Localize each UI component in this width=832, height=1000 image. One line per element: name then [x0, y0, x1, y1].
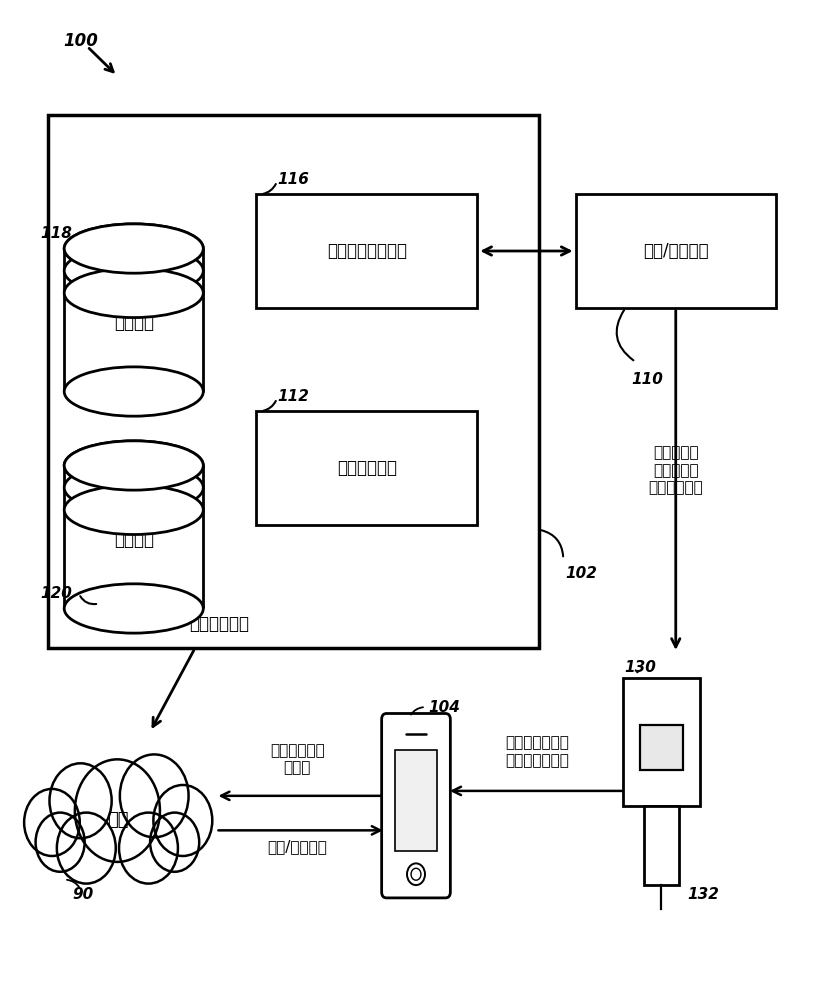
Ellipse shape [64, 463, 203, 512]
Text: 产品信息编码引擎: 产品信息编码引擎 [327, 242, 407, 260]
Text: 批次数
据存储器: 批次数 据存储器 [114, 293, 154, 332]
Circle shape [407, 863, 425, 885]
Ellipse shape [64, 224, 203, 273]
Text: 90: 90 [72, 887, 94, 902]
Circle shape [411, 868, 421, 880]
Bar [256, 411, 478, 525]
Bar [256, 194, 478, 308]
Bar [48, 115, 538, 648]
Bar [644, 806, 679, 885]
Text: 制造/标记系统: 制造/标记系统 [643, 242, 709, 260]
Text: 118: 118 [41, 226, 72, 241]
Text: 产品信息；图
像数据: 产品信息；图 像数据 [270, 743, 324, 776]
Ellipse shape [64, 441, 203, 490]
Circle shape [120, 754, 189, 837]
Text: 112: 112 [277, 389, 309, 404]
Text: 110: 110 [631, 372, 664, 387]
Bar [64, 465, 203, 608]
Ellipse shape [64, 224, 203, 273]
Circle shape [24, 789, 80, 856]
FancyBboxPatch shape [382, 713, 450, 898]
Ellipse shape [64, 246, 203, 295]
Circle shape [150, 813, 199, 872]
Circle shape [75, 759, 160, 862]
Bar [576, 194, 776, 308]
Text: 120: 120 [41, 586, 72, 601]
Ellipse shape [64, 268, 203, 318]
Circle shape [153, 785, 212, 856]
Text: 产品数
据存储器: 产品数 据存储器 [114, 510, 154, 549]
Circle shape [57, 813, 116, 884]
Bar [64, 249, 203, 392]
Text: 130: 130 [625, 660, 656, 675]
Circle shape [49, 763, 111, 838]
Text: 104: 104 [428, 700, 460, 715]
Ellipse shape [64, 584, 203, 633]
Text: 102: 102 [565, 566, 597, 581]
Bar [395, 750, 437, 851]
Circle shape [36, 813, 85, 872]
Text: 网络: 网络 [106, 811, 128, 829]
Text: 对具有产品
信息的产品
标签进行编码: 对具有产品 信息的产品 标签进行编码 [648, 446, 703, 495]
Text: 响应/产品推荐: 响应/产品推荐 [267, 840, 327, 855]
Bar [622, 678, 701, 806]
Text: 132: 132 [687, 887, 720, 902]
Text: 产品信息；颜色
校准；产品图像: 产品信息；颜色 校准；产品图像 [505, 735, 569, 768]
Text: 116: 116 [277, 172, 309, 187]
Ellipse shape [64, 367, 203, 416]
Ellipse shape [64, 485, 203, 535]
Text: 100: 100 [63, 32, 98, 50]
Text: 后端产品系统: 后端产品系统 [190, 615, 250, 633]
Circle shape [119, 813, 178, 884]
Ellipse shape [64, 441, 203, 490]
Bar [640, 725, 683, 770]
Text: 产品推荐引晎: 产品推荐引晎 [337, 459, 397, 477]
